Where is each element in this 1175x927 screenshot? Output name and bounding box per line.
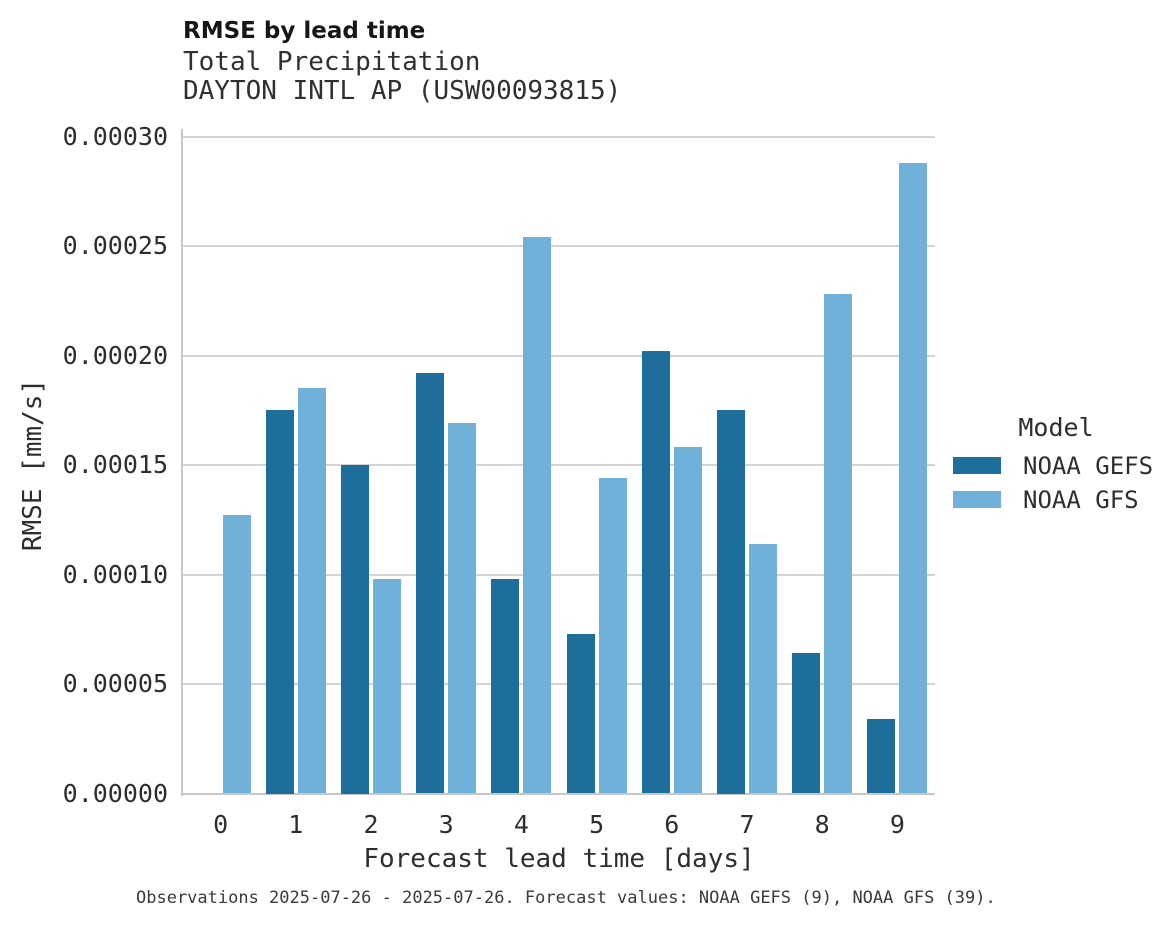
x-tick-label: 8 — [814, 810, 830, 839]
y-tick-label: 0.00005 — [62, 669, 168, 698]
y-axis-line — [181, 129, 183, 796]
y-tick-label: 0.00000 — [62, 778, 168, 808]
gridline — [183, 683, 935, 685]
legend-label-gfs: NOAA GFS — [1023, 485, 1139, 514]
gridline — [183, 135, 935, 138]
bar-noaa-gefs — [641, 351, 670, 794]
bar-noaa-gefs — [491, 578, 520, 794]
y-tick-label: 0.00010 — [62, 559, 168, 589]
bar-noaa-gfs — [222, 515, 251, 794]
bar-noaa-gefs — [717, 410, 745, 794]
bar-noaa-gfs — [824, 294, 853, 794]
bar-noaa-gefs — [265, 410, 294, 794]
legend: Model NOAA GEFS NOAA GFS — [953, 413, 1159, 514]
y-tick-label: 0.00025 — [62, 231, 168, 260]
bar-noaa-gfs — [523, 237, 552, 794]
gridline — [183, 464, 935, 466]
legend-label-gefs: NOAA GEFS — [1023, 451, 1154, 480]
bar-noaa-gefs — [566, 633, 595, 794]
x-tick-label: 3 — [438, 810, 454, 839]
legend-title: Model — [1018, 413, 1094, 442]
bar-noaa-gfs — [297, 388, 326, 794]
x-tick-label: 5 — [589, 810, 605, 839]
x-axis-line — [181, 792, 935, 795]
x-axis-label: Forecast lead time [days] — [363, 844, 755, 874]
chart-subtitle: Total Precipitation — [183, 47, 481, 77]
x-tick-label: 9 — [889, 810, 905, 839]
x-tick-label: 7 — [739, 810, 755, 839]
bar-noaa-gfs — [749, 543, 777, 794]
gridline — [183, 573, 935, 576]
gridline — [183, 354, 935, 357]
legend-swatch-gefs-icon — [953, 457, 1001, 474]
x-tick-label: 0 — [213, 810, 229, 839]
x-tick-label: 1 — [288, 810, 304, 839]
bar-noaa-gefs — [792, 653, 821, 794]
x-tick-label: 4 — [513, 810, 529, 839]
legend-item-noaa-gefs: NOAA GEFS — [953, 452, 1159, 480]
chart-title: RMSE by lead time — [183, 18, 426, 44]
bar-noaa-gefs — [416, 373, 445, 794]
bar-noaa-gfs — [373, 578, 401, 794]
bar-noaa-gfs — [899, 162, 928, 794]
x-tick-label: 6 — [664, 810, 680, 839]
bar-noaa-gfs — [598, 478, 627, 794]
caption: Observations 2025-07-26 - 2025-07-26. Fo… — [136, 888, 996, 908]
bar-noaa-gfs — [673, 447, 702, 794]
bar-noaa-gefs — [341, 465, 369, 794]
legend-swatch-gfs-icon — [953, 491, 1001, 508]
y-tick-label: 0.00030 — [62, 121, 168, 151]
bar-noaa-gfs — [448, 423, 477, 794]
x-tick-label: 2 — [363, 810, 379, 839]
bar-noaa-gefs — [867, 719, 896, 794]
legend-item-noaa-gfs: NOAA GFS — [953, 486, 1159, 514]
chart-subtitle-station: DAYTON INTL AP (USW00093815) — [183, 76, 622, 106]
y-tick-label: 0.00020 — [62, 340, 168, 370]
gridline — [183, 245, 935, 247]
y-tick-label: 0.00015 — [62, 450, 168, 479]
y-axis-label: RMSE [mm/s] — [18, 378, 48, 552]
